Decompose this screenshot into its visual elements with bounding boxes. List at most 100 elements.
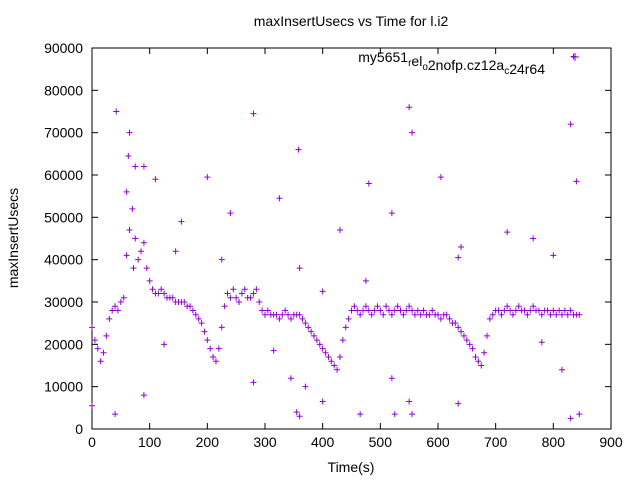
data-point <box>466 341 473 348</box>
data-point <box>201 328 208 335</box>
data-point <box>296 265 303 272</box>
data-point <box>409 129 416 136</box>
data-point <box>388 375 395 382</box>
data-point <box>302 383 309 390</box>
data-point <box>362 277 369 284</box>
data-point <box>140 239 147 246</box>
data-point <box>495 307 502 314</box>
legend-label: my5651relo2nofp.cz12ac24r64 <box>358 49 545 77</box>
data-point <box>535 307 542 314</box>
data-point <box>218 324 225 331</box>
data-point <box>89 324 95 331</box>
data-point <box>285 311 292 318</box>
data-point <box>339 337 346 344</box>
y-tick-label: 0 <box>75 421 83 437</box>
y-tick-label: 30000 <box>44 294 83 310</box>
data-point <box>218 256 225 263</box>
legend-marker-icon <box>571 53 579 61</box>
data-point <box>273 311 280 318</box>
data-point <box>365 307 372 314</box>
data-point <box>377 307 384 314</box>
x-tick-label: 100 <box>138 434 162 450</box>
data-point <box>504 303 511 310</box>
data-point <box>305 324 312 331</box>
x-tick-label: 900 <box>599 434 623 450</box>
data-point <box>429 307 436 314</box>
data-point <box>250 379 257 386</box>
data-point <box>458 328 465 335</box>
data-point <box>567 307 574 314</box>
data-point <box>414 307 421 314</box>
data-point <box>100 349 107 356</box>
data-point <box>475 358 482 365</box>
x-tick-label: 500 <box>369 434 393 450</box>
data-point <box>187 303 194 310</box>
data-point <box>295 146 302 153</box>
data-point <box>406 104 413 111</box>
data-point <box>443 311 450 318</box>
data-point <box>212 358 219 365</box>
data-point <box>391 307 398 314</box>
data-point <box>437 174 444 181</box>
data-point <box>452 320 459 327</box>
data-point <box>331 362 338 369</box>
data-point <box>204 174 211 181</box>
data-point <box>94 345 101 352</box>
data-point <box>114 307 121 314</box>
data-point <box>126 129 133 136</box>
data-point <box>501 307 508 314</box>
data-point <box>567 121 574 128</box>
data-point <box>524 311 531 318</box>
data-point <box>411 311 418 318</box>
data-point <box>458 243 465 250</box>
data-point <box>319 345 326 352</box>
data-point <box>126 227 133 234</box>
data-point <box>530 235 537 242</box>
data-point <box>123 188 130 195</box>
data-point <box>259 307 266 314</box>
y-tick-label: 40000 <box>44 252 83 268</box>
legend: my5651relo2nofp.cz12ac24r64 <box>358 49 579 77</box>
x-tick-label: 300 <box>253 434 277 450</box>
y-tick-label: 60000 <box>44 167 83 183</box>
data-point <box>253 286 260 293</box>
data-point <box>455 254 462 261</box>
data-point <box>135 256 142 263</box>
data-point <box>550 307 557 314</box>
data-point <box>342 324 349 331</box>
data-point <box>446 315 453 322</box>
data-point <box>210 354 217 361</box>
data-point <box>455 324 462 331</box>
data-point <box>241 286 248 293</box>
data-point <box>455 400 462 407</box>
data-point <box>460 332 467 339</box>
data-point <box>152 176 159 183</box>
data-point <box>276 195 283 202</box>
data-point <box>354 307 361 314</box>
data-point <box>282 307 289 314</box>
data-point <box>397 307 404 314</box>
data-point <box>336 354 343 361</box>
data-point <box>233 294 240 301</box>
data-point <box>112 411 119 418</box>
data-point <box>334 366 341 373</box>
data-point <box>227 210 234 217</box>
data-point <box>106 315 113 322</box>
x-tick-label: 400 <box>311 434 335 450</box>
data-point <box>276 315 283 322</box>
data-point <box>319 398 326 405</box>
data-point <box>313 337 320 344</box>
data-point <box>132 163 139 170</box>
y-tick-label: 70000 <box>44 125 83 141</box>
data-point <box>417 311 424 318</box>
data-point <box>113 108 120 115</box>
data-point <box>112 303 119 310</box>
data-point <box>385 307 392 314</box>
data-point <box>481 349 488 356</box>
data-point <box>158 286 165 293</box>
data-point <box>181 299 188 305</box>
data-point <box>409 411 416 418</box>
data-point <box>117 299 124 305</box>
data-point <box>391 411 398 418</box>
